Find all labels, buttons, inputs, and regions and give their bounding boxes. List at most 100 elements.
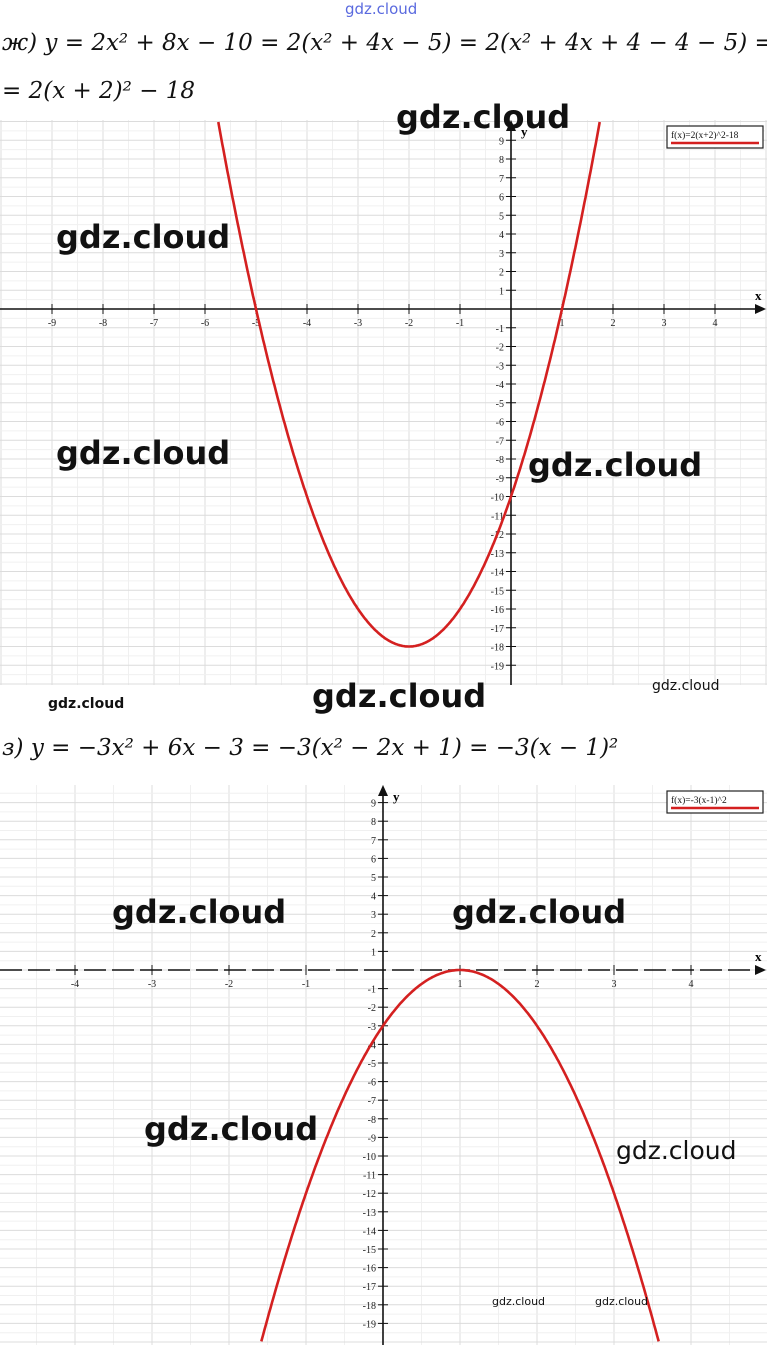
- y-axis-label: y: [393, 789, 400, 804]
- y-tick-label: -10: [363, 1152, 376, 1163]
- y-axis-arrow-icon: [506, 120, 516, 131]
- x-tick-label: -7: [150, 318, 158, 329]
- watermark: gdz.cloud: [396, 98, 571, 136]
- watermark: gdz.cloud: [56, 218, 231, 256]
- watermark: gdz.cloud: [595, 1295, 649, 1308]
- x-tick-label: 2: [535, 979, 540, 990]
- y-tick-label: 3: [499, 249, 504, 260]
- y-tick-label: 1: [371, 947, 376, 958]
- watermark: gdz.cloud: [312, 677, 487, 715]
- function-curve: [217, 121, 601, 648]
- y-tick-label: -5: [368, 1059, 376, 1070]
- y-tick-label: -14: [491, 568, 504, 579]
- y-tick-label: -11: [363, 1171, 376, 1182]
- y-tick-label: -10: [491, 493, 504, 504]
- y-tick-label: -7: [496, 436, 504, 447]
- y-tick-label: -19: [491, 661, 504, 672]
- x-tick-label: -6: [201, 318, 209, 329]
- y-tick-label: 9: [499, 136, 504, 147]
- x-tick-label: 4: [689, 979, 694, 990]
- y-tick-label: 8: [371, 817, 376, 828]
- watermark: gdz.cloud: [616, 1136, 737, 1165]
- function-curve: [260, 968, 660, 1342]
- y-tick-label: -16: [491, 605, 504, 616]
- y-tick-label: -14: [363, 1226, 376, 1237]
- y-tick-label: -15: [363, 1245, 376, 1256]
- watermark: gdz.cloud: [112, 893, 287, 931]
- y-tick-label: -6: [368, 1078, 376, 1089]
- x-tick-label: -4: [71, 979, 79, 990]
- y-tick-label: -13: [363, 1208, 376, 1219]
- watermark: gdz.cloud: [452, 893, 627, 931]
- y-tick-label: 3: [371, 910, 376, 921]
- legend-label: f(x)=-3(x-1)^2: [671, 795, 727, 806]
- header-watermark: gdz.cloud: [345, 0, 418, 18]
- y-tick-label: 2: [371, 929, 376, 940]
- x-tick-label: -3: [354, 318, 362, 329]
- y-tick-label: 1: [499, 286, 504, 297]
- y-tick-label: -2: [368, 1003, 376, 1014]
- chart-zh: xy-9 -8 -7 -6 -5 -4 -3 -2 -1 1 2 3 4987654321-1-2-3-…: [0, 120, 767, 685]
- y-tick-label: 6: [371, 854, 376, 865]
- y-tick-label: -6: [496, 418, 504, 429]
- y-tick-label: -17: [491, 624, 504, 635]
- watermark: gdz.cloud: [144, 1110, 319, 1148]
- x-tick-label: -8: [99, 318, 107, 329]
- y-tick-label: 7: [499, 174, 504, 185]
- y-tick-label: -8: [496, 455, 504, 466]
- x-tick-label: 3: [612, 979, 617, 990]
- y-axis-label: y: [521, 124, 528, 139]
- formula-zh-line2: = 2(x + 2)² − 18: [2, 78, 196, 104]
- y-tick-label: 5: [499, 211, 504, 222]
- y-axis-arrow-icon: [378, 785, 388, 796]
- y-tick-label: 6: [499, 193, 504, 204]
- x-tick-label: -4: [303, 318, 311, 329]
- y-tick-label: 8: [499, 155, 504, 166]
- y-tick-label: -13: [491, 549, 504, 560]
- y-tick-label: -4: [496, 380, 504, 391]
- y-tick-label: -18: [491, 643, 504, 654]
- x-axis-label: x: [755, 288, 762, 303]
- y-tick-label: 5: [371, 873, 376, 884]
- watermark: gdz.cloud: [48, 696, 125, 712]
- watermark: gdz.cloud: [56, 434, 231, 472]
- y-tick-label: -2: [496, 343, 504, 354]
- y-tick-label: -1: [496, 324, 504, 335]
- watermark: gdz.cloud: [492, 1295, 546, 1308]
- legend-label: f(x)=2(x+2)^2-18: [671, 130, 739, 141]
- y-tick-label: -4: [368, 1040, 376, 1051]
- y-tick-label: -15: [491, 586, 504, 597]
- y-tick-label: 9: [371, 799, 376, 810]
- x-axis-arrow-icon: [755, 304, 766, 314]
- x-axis-label: x: [755, 949, 762, 964]
- x-tick-label: -1: [302, 979, 310, 990]
- y-tick-label: -3: [368, 1022, 376, 1033]
- y-tick-label: -9: [368, 1133, 376, 1144]
- y-tick-label: 4: [499, 230, 504, 241]
- watermark: gdz.cloud: [528, 446, 703, 484]
- x-tick-label: -2: [225, 979, 233, 990]
- x-tick-label: 3: [662, 318, 667, 329]
- x-tick-label: -2: [405, 318, 413, 329]
- y-tick-label: -12: [363, 1189, 376, 1200]
- chart-z: xy-4 -3 -2 -1 1 2 3 4987654321-1-2-3-4-5-6-7-8-…: [0, 785, 767, 1345]
- y-tick-label: 4: [371, 892, 376, 903]
- y-tick-label: -3: [496, 361, 504, 372]
- y-tick-label: -1: [368, 985, 376, 996]
- x-tick-label: 1: [458, 979, 463, 990]
- y-tick-label: -17: [363, 1282, 376, 1293]
- y-tick-label: -18: [363, 1301, 376, 1312]
- x-tick-label: 2: [611, 318, 616, 329]
- y-tick-label: -5: [496, 399, 504, 410]
- x-tick-label: -5: [252, 318, 260, 329]
- y-tick-label: -11: [491, 511, 504, 522]
- x-tick-label: 1: [560, 318, 565, 329]
- x-tick-label: -1: [456, 318, 464, 329]
- formula-zh-line1: ж) y = 2x² + 8x − 10 = 2(x² + 4x − 5) = …: [2, 30, 767, 56]
- formula-z-line1: з) y = −3x² + 6x − 3 = −3(x² − 2x + 1) =…: [2, 735, 619, 761]
- y-tick-label: -9: [496, 474, 504, 485]
- y-tick-label: -7: [368, 1096, 376, 1107]
- y-tick-label: -19: [363, 1319, 376, 1330]
- y-tick-label: 7: [371, 836, 376, 847]
- x-tick-label: -3: [148, 979, 156, 990]
